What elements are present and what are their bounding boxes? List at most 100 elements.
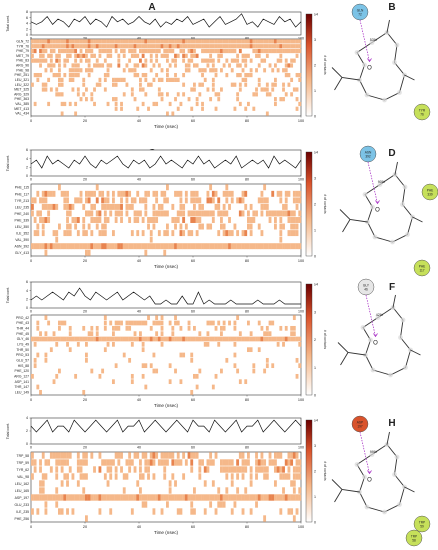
residue-label: PHE_339: [14, 218, 29, 222]
contact-cell: [225, 494, 229, 501]
contact-cell: [244, 203, 248, 210]
contact-cell: [39, 63, 42, 68]
contact-cell: [41, 190, 45, 197]
contact-cell: [230, 494, 234, 501]
contact-cell: [103, 48, 107, 54]
contact-cell: [282, 68, 285, 73]
contact-cell: [74, 63, 78, 68]
residue-label: ILE_235: [16, 510, 29, 514]
contact-cell: [114, 210, 118, 217]
contact-cell: [66, 203, 69, 210]
contact-cell: [160, 341, 164, 347]
contact-cell: [282, 243, 285, 250]
contact-cell: [230, 48, 234, 54]
contact-cell: [174, 223, 177, 230]
solvent-exposure-mark: [382, 97, 387, 103]
contact-cell: [252, 363, 256, 369]
contact-cell: [249, 336, 253, 342]
contact-cell: [249, 58, 253, 63]
contact-cell: [122, 336, 126, 342]
contact-cell: [247, 452, 250, 459]
contact-cell: [79, 336, 83, 342]
contact-cell: [268, 92, 272, 97]
contact-cell: [147, 459, 150, 466]
contact-cell: [241, 39, 245, 44]
y-tick-label: 0: [26, 442, 28, 446]
contact-cell: [263, 336, 267, 342]
contact-cell: [298, 341, 302, 347]
contact-cell: [63, 473, 67, 480]
contact-cell: [55, 92, 59, 97]
contact-cell: [233, 325, 237, 331]
contact-cell: [182, 82, 186, 87]
contact-cell: [282, 223, 285, 230]
contact-cell: [244, 459, 248, 466]
contact-cell: [71, 217, 75, 223]
residue-label: LEU_322: [15, 83, 29, 87]
contact-cell: [203, 48, 207, 54]
contact-cell: [101, 39, 105, 44]
colorbar-label: # of contacts: [323, 194, 327, 214]
contact-cell: [58, 68, 61, 73]
contact-cell: [201, 494, 204, 501]
contact-cell: [171, 230, 175, 237]
contact-cell: [55, 466, 59, 473]
contact-cell: [260, 197, 264, 204]
contact-cell: [49, 203, 53, 210]
contact-cell: [166, 230, 169, 237]
contact-cell: [238, 101, 242, 107]
contact-cell: [217, 487, 221, 494]
contact-cell: [220, 210, 223, 217]
contact-cell: [209, 44, 213, 49]
contact-cell: [190, 352, 194, 358]
contact-cell: [58, 494, 61, 501]
contact-cell: [203, 44, 207, 49]
contact-cell: [149, 48, 153, 54]
contact-cell: [112, 39, 115, 44]
contact-cell: [136, 452, 140, 459]
contact-cell: [209, 501, 213, 508]
contact-cell: [155, 336, 159, 342]
contact-cell: [139, 487, 142, 494]
colorbar: [305, 419, 313, 523]
contact-cell: [39, 44, 42, 49]
contact-cell: [217, 203, 221, 210]
contact-cell: [220, 466, 223, 473]
contact-cell: [168, 243, 172, 250]
contact-cell: [106, 336, 110, 342]
contact-cell: [90, 217, 94, 223]
contact-cell: [149, 39, 153, 44]
contact-cell: [33, 357, 37, 363]
contact-cell: [139, 320, 142, 326]
contact-cell: [114, 320, 118, 326]
contact-cell: [39, 389, 42, 395]
contact-cell: [220, 217, 223, 223]
contact-cell: [238, 87, 242, 92]
panel-letter: A: [148, 2, 155, 13]
contact-cell: [109, 466, 113, 473]
contact-cell: [228, 494, 231, 501]
contact-cell: [58, 48, 61, 54]
contact-cell: [292, 230, 296, 237]
contact-cell: [157, 243, 161, 250]
contact-cell: [93, 53, 96, 58]
contact-cell: [44, 44, 48, 49]
contact-cell: [98, 466, 102, 473]
hbond-line: [359, 431, 370, 474]
contact-cell: [33, 217, 37, 223]
contact-cell: [98, 48, 102, 54]
contact-cell: [49, 68, 53, 73]
x-tick-label: 80: [245, 119, 249, 123]
residue-node-number: 72: [358, 13, 362, 17]
contact-cell: [284, 44, 288, 49]
contact-cell: [103, 459, 107, 466]
contact-cell: [33, 58, 37, 63]
contact-cell: [236, 368, 240, 374]
contact-cell: [120, 190, 123, 197]
contact-cell: [220, 223, 223, 230]
contact-cell: [195, 97, 199, 102]
contact-cell: [36, 39, 40, 44]
contact-cell: [47, 494, 51, 501]
contact-cell: [39, 466, 42, 473]
contact-cell: [298, 494, 302, 501]
